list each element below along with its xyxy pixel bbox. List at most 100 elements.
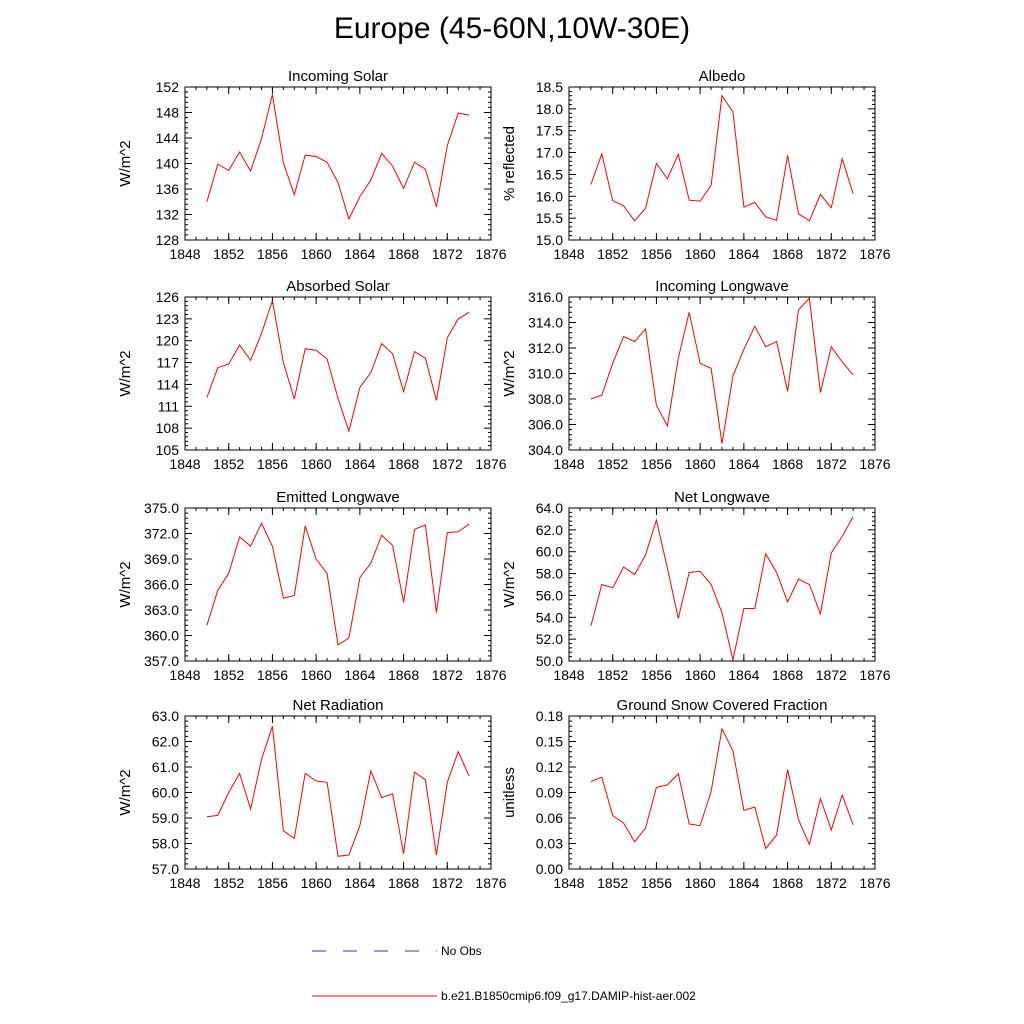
x-tick-label: 1860 [301, 667, 332, 683]
y-tick-label: 16.5 [536, 166, 563, 182]
y-tick-label: 117 [157, 355, 180, 371]
legend-obs-label: No Obs [441, 944, 482, 958]
x-tick-label: 1868 [388, 667, 419, 683]
x-tick-label: 1864 [728, 246, 759, 262]
x-tick-label: 1876 [859, 875, 890, 891]
series-line [590, 94, 854, 222]
x-tick-label: 1864 [728, 875, 759, 891]
y-tick-label: 50.0 [536, 653, 563, 669]
x-tick-label: 1868 [388, 456, 419, 472]
x-tick-label: 1856 [641, 246, 672, 262]
x-tick-label: 1864 [728, 667, 759, 683]
x-tick-label: 1864 [344, 875, 375, 891]
x-tick-label: 1872 [816, 875, 847, 891]
y-tick-label: 0.18 [536, 708, 563, 724]
y-tick-label: 62.0 [536, 522, 563, 538]
plot-frame [184, 715, 492, 870]
x-tick-label: 1848 [169, 456, 200, 472]
figure-title: Europe (45-60N,10W-30E) [333, 12, 691, 45]
y-axis-label: % reflected [501, 126, 518, 201]
series-line [206, 300, 470, 433]
x-tick-label: 1872 [816, 246, 847, 262]
x-tick-label: 1868 [388, 246, 419, 262]
y-tick-label: 52.0 [536, 631, 563, 647]
y-tick-label: 60.0 [152, 785, 179, 801]
x-tick-label: 1848 [553, 456, 584, 472]
x-tick-label: 1876 [859, 456, 890, 472]
y-tick-label: 304.0 [528, 442, 563, 458]
x-tick-label: 1852 [213, 246, 244, 262]
chart-panel-2: 1848 1852 1856 1860 1864 1868 1872 1876 15.0 15.5… [501, 68, 891, 262]
series-line [206, 522, 470, 646]
x-tick-label: 1856 [257, 667, 288, 683]
y-tick-label: 61.0 [152, 759, 179, 775]
y-tick-label: 123 [156, 311, 180, 327]
x-tick-label: 1852 [597, 246, 628, 262]
y-tick-label: 140 [156, 156, 180, 172]
x-tick-label: 1860 [301, 456, 332, 472]
series-line [206, 94, 470, 221]
panel-title: Incoming Solar [288, 68, 388, 85]
panel-title: Albedo [699, 68, 746, 85]
x-tick-label: 1876 [475, 667, 506, 683]
plot-frame [184, 86, 492, 241]
x-tick-label: 1852 [597, 875, 628, 891]
y-tick-label: 111 [158, 398, 179, 414]
y-tick-label: 152 [156, 79, 180, 95]
y-tick-label: 366.0 [144, 577, 179, 593]
y-tick-label: 0.12 [536, 759, 563, 775]
chart-panel-7: 1848 1852 1856 1860 1864 1868 1872 1876 57.0 58.0… [117, 697, 507, 891]
y-tick-label: 316.0 [528, 289, 563, 305]
y-tick-label: 58.0 [152, 836, 179, 852]
plot-frame [184, 507, 492, 662]
y-tick-label: 105 [156, 442, 180, 458]
x-tick-label: 1864 [344, 246, 375, 262]
x-tick-label: 1848 [553, 246, 584, 262]
x-tick-label: 1860 [685, 667, 716, 683]
y-tick-label: 64.0 [536, 500, 563, 516]
series-line [590, 297, 854, 444]
y-tick-label: 56.0 [536, 587, 563, 603]
x-tick-label: 1860 [685, 875, 716, 891]
y-tick-label: 15.0 [536, 232, 563, 248]
x-tick-label: 1860 [685, 456, 716, 472]
y-tick-label: 357.0 [144, 653, 179, 669]
x-tick-label: 1860 [301, 246, 332, 262]
panel-title: Incoming Longwave [655, 278, 788, 295]
x-tick-label: 1864 [728, 456, 759, 472]
chart-panel-4: 1848 1852 1856 1860 1864 1868 1872 1876 304.0 306… [501, 278, 891, 472]
x-tick-label: 1864 [344, 456, 375, 472]
y-tick-label: 310.0 [528, 366, 563, 382]
x-tick-label: 1876 [475, 456, 506, 472]
panel-title: Net Radiation [293, 697, 384, 714]
x-tick-label: 1860 [685, 246, 716, 262]
y-tick-label: 144 [156, 130, 180, 146]
y-tick-label: 0.00 [536, 861, 563, 877]
x-tick-label: 1856 [641, 456, 672, 472]
x-tick-label: 1852 [213, 875, 244, 891]
x-tick-label: 1872 [432, 667, 463, 683]
y-tick-label: 108 [156, 420, 180, 436]
y-tick-label: 59.0 [152, 810, 179, 826]
y-axis-label: W/m^2 [501, 350, 518, 396]
y-tick-label: 120 [156, 333, 180, 349]
y-tick-label: 126 [156, 289, 180, 305]
y-tick-label: 128 [156, 232, 180, 248]
x-tick-label: 1848 [169, 667, 200, 683]
x-tick-label: 1868 [388, 875, 419, 891]
chart-panel-8: 1848 1852 1856 1860 1864 1868 1872 1876 0.00 0.03… [501, 697, 891, 891]
y-tick-label: 18.5 [536, 79, 563, 95]
x-tick-label: 1876 [475, 246, 506, 262]
x-tick-label: 1852 [597, 456, 628, 472]
plot-frame [568, 296, 876, 451]
x-tick-label: 1868 [772, 456, 803, 472]
legend-model-label: b.e21.B1850cmip6.f09_g17.DAMIP-hist-aer.… [441, 989, 696, 1003]
y-tick-label: 58.0 [536, 566, 563, 582]
x-tick-label: 1876 [859, 246, 890, 262]
x-tick-label: 1868 [772, 667, 803, 683]
x-tick-label: 1856 [641, 875, 672, 891]
y-tick-label: 132 [156, 207, 180, 223]
chart-panel-5: 1848 1852 1856 1860 1864 1868 1872 1876 357.0 360… [117, 489, 507, 683]
x-tick-label: 1856 [257, 456, 288, 472]
